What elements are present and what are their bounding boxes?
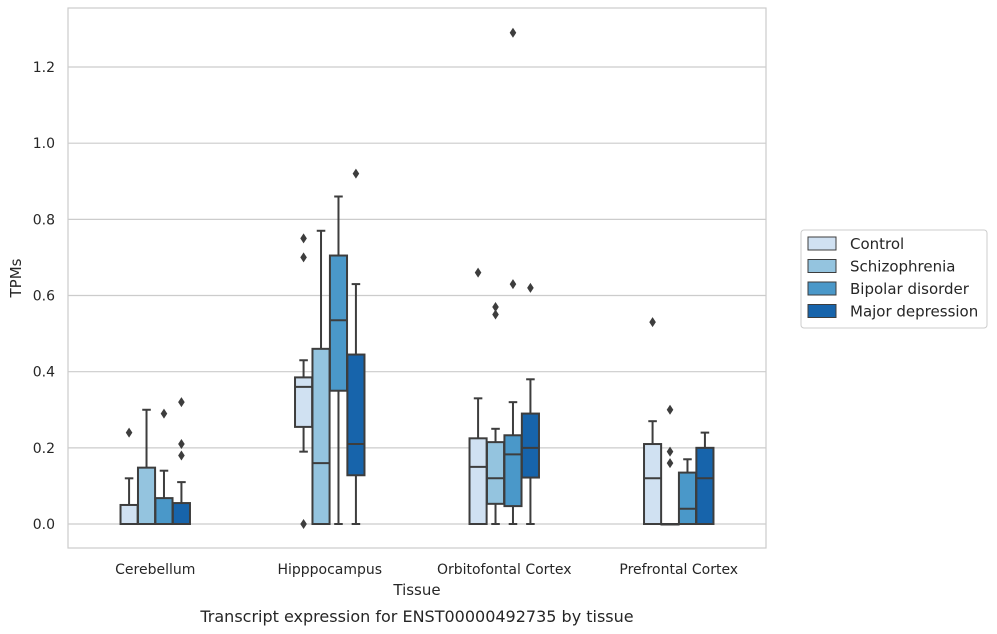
box-control bbox=[468, 267, 488, 526]
legend-label: Major depression bbox=[850, 303, 978, 321]
outlier-point bbox=[649, 317, 656, 328]
legend-swatch bbox=[807, 236, 837, 251]
y-axis-ticks: 0.0 0.2 0.4 0.6 0.8 1.0 1.2 bbox=[33, 60, 55, 533]
outlier-point bbox=[352, 168, 360, 179]
y-tick-label: 1.2 bbox=[33, 60, 55, 76]
outlier-point bbox=[492, 309, 499, 320]
y-axis-title: TPMs bbox=[7, 258, 25, 298]
y-tick-label: 0.6 bbox=[33, 289, 55, 305]
x-tick-label: Cerebellum bbox=[115, 562, 195, 578]
outlier-point bbox=[666, 404, 674, 415]
outlier-point bbox=[300, 233, 307, 244]
legend-label: Schizophrenia bbox=[850, 258, 955, 276]
x-tick-label: Hipppocampus bbox=[277, 562, 382, 578]
outlier-point bbox=[178, 450, 185, 461]
plot-frame bbox=[67, 7, 767, 549]
x-tick-label: Orbitofontal Cortex bbox=[437, 562, 572, 578]
y-tick-label: 0.4 bbox=[33, 365, 55, 381]
box-iqr bbox=[468, 437, 488, 526]
box-iqr bbox=[154, 497, 174, 526]
box-iqr bbox=[119, 503, 139, 526]
box-major-depression bbox=[346, 168, 366, 526]
box-iqr bbox=[136, 466, 157, 526]
y-tick-label: 0.2 bbox=[33, 441, 55, 457]
legend-swatch bbox=[807, 259, 837, 273]
box-major-depression bbox=[520, 282, 540, 526]
box-control bbox=[643, 317, 663, 526]
y-tick-label: 1.0 bbox=[33, 136, 55, 152]
x-tick-label: Prefrontal Cortex bbox=[619, 562, 738, 578]
outlier-point bbox=[300, 252, 307, 263]
outlier-point bbox=[178, 397, 185, 408]
y-tick-label: 0.8 bbox=[33, 212, 55, 228]
box-iqr bbox=[294, 376, 314, 428]
box-bipolar-disorder bbox=[328, 195, 349, 526]
outlier-point bbox=[300, 519, 307, 530]
outlier-point bbox=[492, 301, 499, 312]
legend-frame bbox=[800, 229, 988, 329]
box-major-depression bbox=[695, 431, 715, 526]
outlier-point bbox=[509, 27, 517, 38]
legend-label: Bipolar disorder bbox=[850, 280, 970, 298]
box-iqr bbox=[677, 471, 698, 526]
outlier-point bbox=[527, 282, 534, 293]
box-bipolar-disorder bbox=[154, 408, 174, 526]
outlier-point bbox=[160, 408, 168, 419]
chart-caption: Transcript expression for ENST0000049273… bbox=[199, 607, 633, 626]
box-iqr bbox=[328, 254, 349, 392]
y-tick-label: 0.0 bbox=[33, 517, 55, 533]
outlier-point bbox=[666, 458, 674, 469]
outlier-point bbox=[509, 279, 517, 290]
box-groups bbox=[119, 27, 715, 530]
box-iqr bbox=[520, 412, 540, 479]
box-control bbox=[119, 427, 139, 526]
legend-swatch bbox=[807, 281, 837, 296]
box-schizophrenia bbox=[136, 408, 157, 526]
box-schizophrenia bbox=[485, 301, 506, 526]
x-axis-title: Tissue bbox=[392, 581, 440, 599]
x-axis-ticks: Cerebellum Hipppocampus Orbitofontal Corte… bbox=[115, 562, 738, 578]
outlier-point bbox=[178, 439, 185, 450]
outlier-point bbox=[666, 446, 674, 457]
legend: Control Schizophrenia Bipolar disorder Majo… bbox=[800, 229, 988, 329]
box-iqr bbox=[346, 353, 366, 477]
legend-label: Control bbox=[850, 235, 904, 253]
box-bipolar-disorder bbox=[503, 27, 523, 526]
outlier-point bbox=[125, 427, 133, 438]
box-major-depression bbox=[171, 397, 191, 526]
legend-swatch bbox=[807, 304, 837, 318]
box-iqr bbox=[695, 446, 715, 526]
outlier-point bbox=[474, 267, 482, 278]
box-iqr bbox=[503, 434, 523, 508]
box-iqr bbox=[485, 441, 506, 505]
box-iqr bbox=[311, 347, 331, 526]
box-iqr bbox=[643, 443, 663, 526]
box-iqr bbox=[171, 502, 191, 526]
box-schizophrenia bbox=[311, 229, 331, 526]
